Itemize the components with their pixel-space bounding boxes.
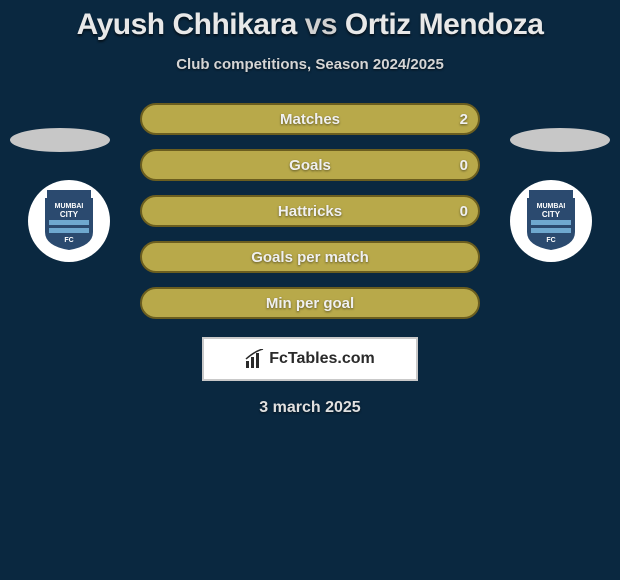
stat-label: Matches — [280, 111, 340, 128]
club-crest-icon: MUMBAI CITY FC — [523, 190, 579, 252]
club-crest-icon: MUMBAI CITY FC — [41, 190, 97, 252]
stat-bars: Matches 2 Goals 0 Hattricks 0 Goals per … — [140, 103, 480, 319]
player2-name: Ortiz Mendoza — [345, 8, 544, 41]
vs-label: vs — [305, 8, 337, 41]
svg-text:CITY: CITY — [60, 210, 79, 219]
stat-right-value: 0 — [460, 203, 468, 220]
subtitle: Club competitions, Season 2024/2025 — [0, 56, 620, 73]
attribution-text: FcTables.com — [269, 350, 375, 368]
attribution-box[interactable]: FcTables.com — [202, 337, 418, 381]
svg-text:CITY: CITY — [542, 210, 561, 219]
stat-label: Min per goal — [266, 295, 354, 312]
stat-label: Goals — [289, 157, 331, 174]
stat-right-value: 0 — [460, 157, 468, 174]
svg-text:FC: FC — [546, 237, 555, 244]
stat-bar-matches: Matches 2 — [140, 103, 480, 135]
player1-avatar-placeholder — [10, 128, 110, 152]
bars-icon — [245, 349, 265, 369]
player2-club-badge: MUMBAI CITY FC — [510, 180, 592, 262]
player1-club-badge: MUMBAI CITY FC — [28, 180, 110, 262]
player1-name: Ayush Chhikara — [77, 8, 297, 41]
stat-bar-goals: Goals 0 — [140, 149, 480, 181]
stat-right-value: 2 — [460, 111, 468, 128]
stat-bar-min-per-goal: Min per goal — [140, 287, 480, 319]
stat-label: Hattricks — [278, 203, 342, 220]
stat-label: Goals per match — [251, 249, 369, 266]
svg-text:MUMBAI: MUMBAI — [55, 203, 84, 210]
date-label: 3 march 2025 — [0, 399, 620, 417]
player2-avatar-placeholder — [510, 128, 610, 152]
svg-text:MUMBAI: MUMBAI — [537, 203, 566, 210]
svg-text:FC: FC — [64, 237, 73, 244]
stat-bar-goals-per-match: Goals per match — [140, 241, 480, 273]
stat-bar-hattricks: Hattricks 0 — [140, 195, 480, 227]
page-title: Ayush Chhikara vs Ortiz Mendoza — [0, 0, 620, 42]
